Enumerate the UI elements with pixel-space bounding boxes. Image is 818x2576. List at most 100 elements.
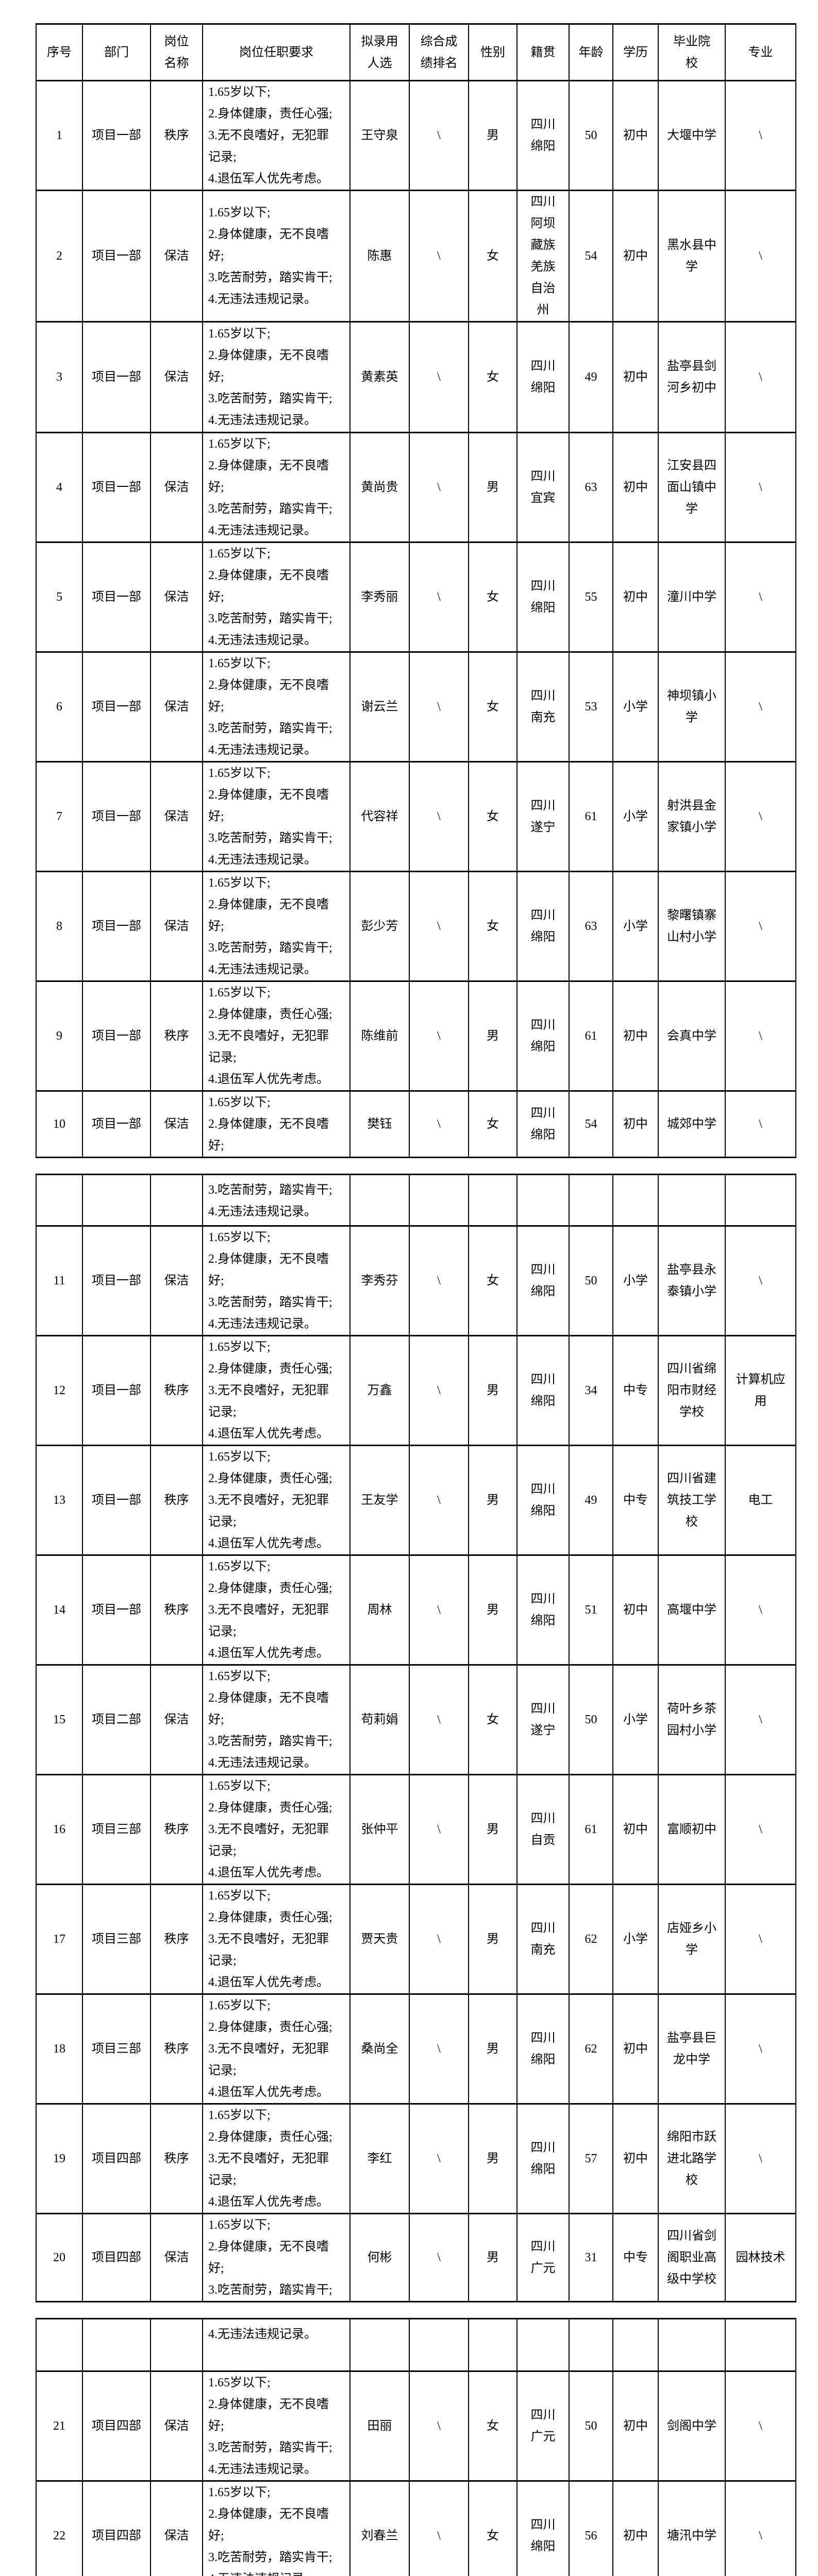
cell-origin: 四川南充 xyxy=(516,651,570,762)
table-row: 17 项目三部 秩序 1.65岁以下; 2.身体健康，责任心强; 3.无不良嗜好，无犯罪记… xyxy=(36,1884,796,1995)
requirement-line: 2.身体健康，无不良嗜好; xyxy=(208,228,329,263)
cell-edu xyxy=(612,2318,659,2372)
requirement-line: 1.65岁以下; xyxy=(208,1341,271,1354)
cell-rank: \ xyxy=(409,321,469,433)
cell-post: 秩序 xyxy=(150,1445,203,1556)
cell-age: 61 xyxy=(569,980,613,1092)
cell-age: 50 xyxy=(569,2370,613,2482)
cell-major: \ xyxy=(725,651,796,762)
cell-sex: 男 xyxy=(468,432,517,543)
cell-requirements: 1.65岁以下; 2.身体健康，无不良嗜好; 3.吃苦耐劳，踏实肯干; 4.无违法违规… xyxy=(202,651,350,762)
cell-rank: \ xyxy=(409,871,469,982)
cell-requirements: 1.65岁以下; 2.身体健康，责任心强; 3.无不良嗜好，无犯罪记录; 4.退伍军人… xyxy=(202,1884,350,1995)
requirement-line: 4.无违法违规记录。 xyxy=(208,1756,316,1770)
cell-origin: 四川绵阳 xyxy=(516,321,570,433)
cell-origin: 四川绵阳 xyxy=(516,2103,570,2214)
requirement-line: 3.吃苦耐劳，踏实肯干; xyxy=(208,612,332,625)
cell-school: 城郊中学 xyxy=(658,1090,726,1158)
requirement-line: 1.65岁以下; xyxy=(208,1670,271,1683)
cell-dept: 项目三部 xyxy=(82,1884,151,1995)
cell-post: 秩序 xyxy=(150,1774,203,1885)
cell-dept: 项目一部 xyxy=(82,1225,151,1336)
cell-sex: 男 xyxy=(468,1335,517,1446)
requirement-line: 2.身体健康，责任心强; xyxy=(208,1472,332,1485)
cell-requirements: 1.65岁以下; 2.身体健康，无不良嗜好; 3.吃苦耐劳，踏实肯干; 4.无违法违规… xyxy=(202,871,350,982)
requirement-line: 3.吃苦耐劳，踏实肯干; xyxy=(208,2441,332,2454)
cell-major: \ xyxy=(725,432,796,543)
cell-edu: 中专 xyxy=(612,1335,659,1446)
cell-age: 34 xyxy=(569,1335,613,1446)
column-header-sex: 性别 xyxy=(468,23,517,81)
requirement-line: 4.无违法违规记录。 xyxy=(208,634,316,647)
table-row: 4.无违法违规记录。 xyxy=(36,2318,796,2372)
cell-school: 四川省剑阁职业高级中学校 xyxy=(658,2213,726,2302)
cell-major: \ xyxy=(725,190,796,323)
requirement-line: 2.身体健康，无不良嗜好; xyxy=(208,788,329,823)
cell-rank: \ xyxy=(409,651,469,762)
cell-school: 盐亭县永泰镇小学 xyxy=(658,1225,726,1336)
cell-post: 保洁 xyxy=(150,1664,203,1775)
requirement-line: 2.身体健康，责任心强; xyxy=(208,1008,332,1021)
requirement-line: 4.无违法违规记录。 xyxy=(208,524,316,537)
requirement-line: 2.身体健康，无不良嗜好; xyxy=(208,679,329,714)
cell-no: 15 xyxy=(36,1664,83,1775)
cell-sex: 男 xyxy=(468,1445,517,1556)
cell-school: 富顺初中 xyxy=(658,1774,726,1885)
cell-name: 周林 xyxy=(349,1554,410,1666)
requirement-line: 2.身体健康，无不良嗜好; xyxy=(208,2507,329,2543)
table-row: 14 项目一部 秩序 1.65岁以下; 2.身体健康，责任心强; 3.无不良嗜好，无犯罪记… xyxy=(36,1554,796,1666)
cell-name: 李秀芬 xyxy=(349,1225,410,1336)
cell-requirements: 1.65岁以下; 2.身体健康，无不良嗜好; 3.吃苦耐劳，踏实肯干; 4.无违法违规… xyxy=(202,432,350,543)
requirement-line: 3.吃苦耐劳，踏实肯干; xyxy=(208,502,332,516)
cell-origin: 四川遂宁 xyxy=(516,1664,570,1775)
cell-major: 电工 xyxy=(725,1445,796,1556)
requirement-line: 1.65岁以下; xyxy=(208,1999,271,2012)
requirement-line: 1.65岁以下; xyxy=(208,86,271,99)
cell-post: 保洁 xyxy=(150,761,203,872)
requirement-line: 2.身体健康，无不良嗜好; xyxy=(208,1691,329,1726)
requirement-line: 4.无违法违规记录。 xyxy=(208,2463,316,2476)
cell-rank: \ xyxy=(409,1554,469,1666)
cell-school: 绵阳市跃进北路学校 xyxy=(658,2103,726,2214)
table-row: 12 项目一部 秩序 1.65岁以下; 2.身体健康，责任心强; 3.无不良嗜好，无犯罪记… xyxy=(36,1335,796,1446)
cell-no: 2 xyxy=(36,190,83,323)
requirement-line: 1.65岁以下; xyxy=(208,1096,271,1109)
cell-major: \ xyxy=(725,1664,796,1775)
requirement-line: 1.65岁以下; xyxy=(208,1450,271,1464)
cell-post xyxy=(150,2318,203,2372)
cell-sex: 男 xyxy=(468,1554,517,1666)
cell-dept: 项目四部 xyxy=(82,2480,151,2576)
requirement-line: 1.65岁以下; xyxy=(208,206,271,219)
cell-dept: 项目一部 xyxy=(82,651,151,762)
cell-requirements: 1.65岁以下; 2.身体健康，责任心强; 3.无不良嗜好，无犯罪记录; 4.退伍军人… xyxy=(202,980,350,1092)
cell-post: 保洁 xyxy=(150,432,203,543)
cell-post: 保洁 xyxy=(150,541,203,653)
requirement-line: 3.吃苦耐劳，踏实肯干; xyxy=(208,2551,332,2564)
cell-dept xyxy=(82,1174,151,1227)
cell-school: 神坝镇小学 xyxy=(658,651,726,762)
column-header-name: 拟录用人选 xyxy=(349,23,410,81)
page-break-2 xyxy=(0,2302,818,2318)
requirement-line: 3.无不良嗜好，无犯罪记录; xyxy=(208,2152,329,2187)
cell-school: 射洪县金家镇小学 xyxy=(658,761,726,872)
cell-major: \ xyxy=(725,541,796,653)
cell-edu: 初中 xyxy=(612,2480,659,2576)
column-header-label: 学历 xyxy=(623,45,648,59)
requirement-line: 4.退伍军人优先考虑。 xyxy=(208,1866,329,1879)
cell-rank xyxy=(409,2318,469,2372)
cell-rank: \ xyxy=(409,1993,469,2105)
cell-origin xyxy=(516,1174,570,1227)
cell-origin: 四川绵阳 xyxy=(516,1445,570,1556)
cell-name: 万鑫 xyxy=(349,1335,410,1446)
cell-major: 园林技术 xyxy=(725,2213,796,2302)
cell-origin: 四川绵阳 xyxy=(516,1090,570,1158)
requirement-line: 4.无违法违规记录。 xyxy=(208,853,316,867)
cell-dept: 项目三部 xyxy=(82,1993,151,2105)
table-row: 10 项目一部 保洁 1.65岁以下; 2.身体健康，无不良嗜好; 樊钰 \ 女四川绵阳 54 初… xyxy=(36,1090,796,1158)
table-row: 8 项目一部 保洁 1.65岁以下; 2.身体健康，无不良嗜好; 3.吃苦耐劳，踏实肯干;… xyxy=(36,871,796,982)
cell-school: 黎曙镇寨山村小学 xyxy=(658,871,726,982)
cell-rank: \ xyxy=(409,541,469,653)
column-header-no: 序号 xyxy=(36,23,83,81)
cell-name: 谢云兰 xyxy=(349,651,410,762)
